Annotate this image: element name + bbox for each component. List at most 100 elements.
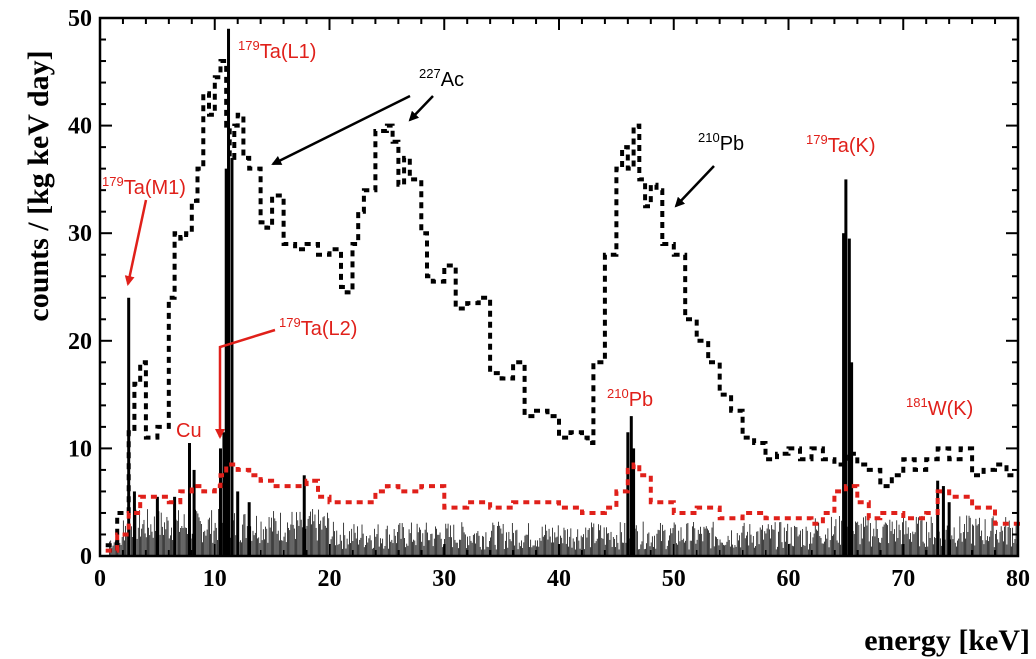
histogram-bar <box>419 527 420 556</box>
histogram-bar <box>521 540 522 556</box>
histogram-bar <box>241 542 242 556</box>
histogram-bar <box>289 530 291 556</box>
histogram-bar <box>867 517 869 556</box>
histogram-bar <box>944 539 946 556</box>
histogram-bar <box>1003 541 1004 556</box>
histogram-bar <box>720 542 722 556</box>
histogram-bar <box>878 537 879 556</box>
histogram-bar <box>414 540 416 556</box>
histogram-bar <box>256 515 257 556</box>
histogram-bar <box>619 522 621 556</box>
histogram-bar <box>911 541 913 556</box>
histogram-bar <box>906 533 908 556</box>
histogram-bar <box>705 526 707 556</box>
histogram-bar <box>213 530 215 556</box>
histogram-bar <box>833 534 834 556</box>
histogram-bar <box>540 540 542 556</box>
histogram-bar <box>262 529 264 556</box>
histogram-bar <box>258 537 260 556</box>
histogram-bar <box>139 510 140 556</box>
histogram-bar <box>153 516 155 556</box>
histogram-bar <box>899 530 901 556</box>
histogram-bar <box>607 533 608 556</box>
histogram-bar <box>592 527 594 556</box>
histogram-bar <box>861 538 863 556</box>
histogram-bar <box>812 537 814 556</box>
histogram-bar <box>196 511 198 556</box>
x-tick-label: 0 <box>94 566 106 592</box>
histogram-bar <box>964 523 965 556</box>
histogram-bar <box>390 541 392 556</box>
histogram-bar <box>446 528 448 556</box>
histogram-bar <box>982 540 984 556</box>
histogram-bar <box>987 536 988 556</box>
histogram-bar <box>462 526 464 556</box>
histogram-bar <box>1015 525 1017 556</box>
histogram-bar <box>904 534 906 556</box>
histogram-bar <box>321 529 323 556</box>
histogram-bar <box>646 543 647 556</box>
label-ta-m1: 179Ta(M1) <box>102 174 186 199</box>
histogram-bar <box>365 544 366 556</box>
histogram-bar <box>888 543 890 556</box>
histogram-bar <box>459 539 460 556</box>
histogram-bar <box>147 509 148 556</box>
histogram-bar <box>946 525 948 556</box>
histogram-bar <box>756 531 758 556</box>
histogram-bar <box>178 510 179 556</box>
histogram-bar <box>246 526 248 556</box>
histogram-bar <box>879 542 880 556</box>
histogram-bar <box>781 542 783 556</box>
histogram-bar <box>657 529 659 556</box>
histogram-bar <box>795 526 797 556</box>
histogram-bar <box>415 545 417 556</box>
histogram-bar <box>388 548 389 556</box>
histogram-bar <box>790 527 792 556</box>
histogram-bar <box>902 522 903 556</box>
histogram-bar <box>295 538 296 556</box>
histogram-bar <box>762 525 763 556</box>
histogram-bar <box>155 530 156 556</box>
histogram-bar <box>654 535 655 556</box>
histogram-bar <box>572 538 574 556</box>
peak-bar <box>850 362 854 556</box>
histogram-bar <box>580 535 582 556</box>
histogram-bar <box>460 539 462 556</box>
histogram-bar <box>787 523 789 556</box>
histogram-bar <box>847 526 848 556</box>
histogram-bar <box>141 528 143 556</box>
histogram-bar <box>728 540 730 556</box>
histogram-bar <box>510 541 512 556</box>
peak-bar <box>847 238 851 556</box>
peak-bar <box>844 179 848 556</box>
histogram-bar <box>243 514 245 556</box>
histogram-bar <box>483 536 485 556</box>
histogram-bar <box>767 524 769 556</box>
histogram-bar <box>609 539 611 556</box>
histogram-bar <box>923 543 925 556</box>
histogram-bar <box>629 538 630 556</box>
histogram-bar <box>553 542 555 556</box>
histogram-bar <box>140 536 141 556</box>
histogram-bar <box>161 526 163 556</box>
histogram-bar <box>499 525 501 556</box>
histogram-bar <box>319 523 320 556</box>
histogram-bar <box>242 524 244 556</box>
histogram-bar <box>811 543 813 556</box>
histogram-bar <box>207 519 209 556</box>
histogram-bar <box>612 537 614 556</box>
histogram-bar <box>956 546 957 556</box>
histogram-bar <box>471 542 473 556</box>
histogram-bar <box>260 521 262 556</box>
histogram-bar <box>349 531 350 556</box>
histogram-bar <box>890 531 892 556</box>
histogram-bar <box>997 539 999 556</box>
histogram-bar <box>568 546 569 556</box>
histogram-bar <box>351 528 353 556</box>
histogram-bar <box>355 538 357 556</box>
histogram-bar <box>217 540 218 556</box>
histogram-bar <box>687 522 689 556</box>
histogram-bar <box>712 521 714 556</box>
histogram-bar <box>343 522 345 556</box>
label-pb210-red: 210Pb <box>607 386 653 411</box>
